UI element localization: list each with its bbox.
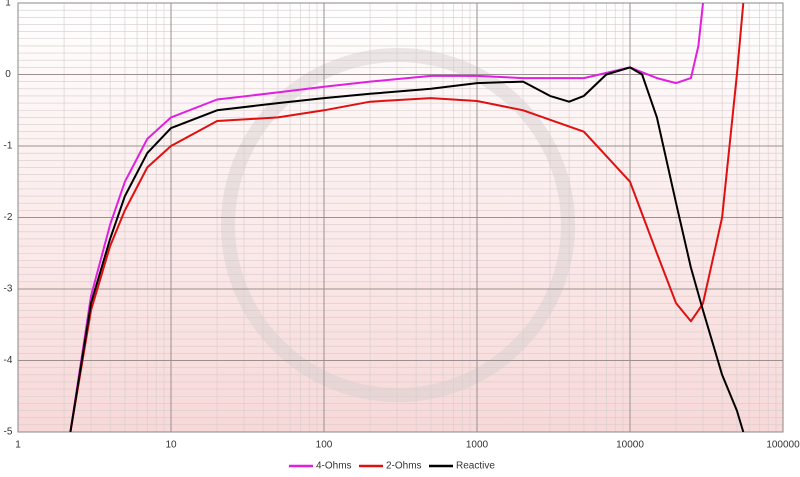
x-tick-label: 10 bbox=[165, 440, 177, 451]
x-tick-label: 1000 bbox=[466, 440, 489, 451]
legend-label: 2-Ohms bbox=[386, 461, 422, 472]
plot-border bbox=[17, 2, 784, 433]
y-tick-label: 0 bbox=[5, 69, 11, 80]
watermark bbox=[221, 48, 575, 402]
series-line bbox=[69, 66, 745, 432]
y-tick-label: 1 bbox=[5, 0, 11, 9]
y-tick-label: -2 bbox=[4, 212, 13, 223]
legend-label: Reactive bbox=[456, 461, 495, 472]
y-tick-label: -4 bbox=[4, 355, 13, 366]
x-tick-label: 10000 bbox=[616, 440, 644, 451]
y-tick-label: -1 bbox=[4, 141, 13, 152]
legend-label: 4-Ohms bbox=[316, 461, 352, 472]
y-tick-label: -3 bbox=[4, 284, 13, 295]
x-tick-label: 1 bbox=[15, 440, 21, 451]
x-tick-label: 100 bbox=[316, 440, 333, 451]
x-tick-label: 100000 bbox=[766, 440, 800, 451]
y-tick-label: -5 bbox=[4, 427, 13, 438]
